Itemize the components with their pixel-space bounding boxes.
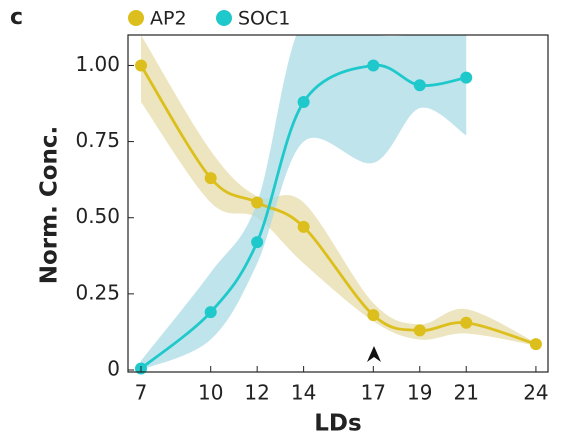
error-band bbox=[141, 35, 467, 370]
data-point bbox=[204, 306, 217, 319]
y-tick-label: 0.25 bbox=[75, 280, 120, 304]
data-point bbox=[297, 220, 310, 233]
data-point bbox=[135, 59, 148, 72]
y-axis-title: Norm. Conc. bbox=[37, 126, 63, 285]
data-point bbox=[367, 309, 380, 322]
x-tick-label: 10 bbox=[198, 381, 223, 405]
error-band bbox=[141, 35, 536, 346]
x-tick-label: 17 bbox=[361, 381, 386, 405]
y-tick-label: 0.50 bbox=[75, 204, 120, 228]
data-point bbox=[367, 59, 380, 72]
data-point bbox=[297, 96, 310, 108]
arrow-marker bbox=[367, 346, 381, 362]
x-tick-label: 24 bbox=[523, 381, 548, 405]
data-point bbox=[460, 316, 473, 329]
legend-label: SOC1 bbox=[238, 8, 290, 30]
data-point bbox=[251, 196, 264, 209]
data-point bbox=[460, 71, 473, 84]
x-tick-label: 14 bbox=[291, 381, 316, 405]
x-tick-label: 12 bbox=[244, 381, 269, 405]
data-point bbox=[413, 324, 426, 337]
x-tick-label: 7 bbox=[135, 381, 148, 405]
data-point bbox=[251, 236, 264, 249]
y-tick-label: 1.00 bbox=[75, 52, 120, 76]
x-tick-label: 21 bbox=[454, 381, 479, 405]
plot-frame bbox=[127, 34, 549, 373]
legend-swatch bbox=[216, 10, 232, 26]
y-tick-label: 0 bbox=[107, 357, 120, 381]
x-axis-title: LDs bbox=[314, 411, 361, 437]
data-point bbox=[204, 172, 217, 185]
legend-label: AP2 bbox=[150, 8, 187, 30]
lines bbox=[135, 59, 542, 375]
x-tick-label: 19 bbox=[407, 381, 432, 405]
data-point bbox=[413, 79, 426, 92]
y-tick-label: 0.75 bbox=[75, 128, 120, 152]
panel-label: c bbox=[10, 5, 23, 30]
bands bbox=[141, 35, 536, 370]
legend-swatch bbox=[128, 10, 144, 26]
data-point bbox=[529, 338, 542, 351]
